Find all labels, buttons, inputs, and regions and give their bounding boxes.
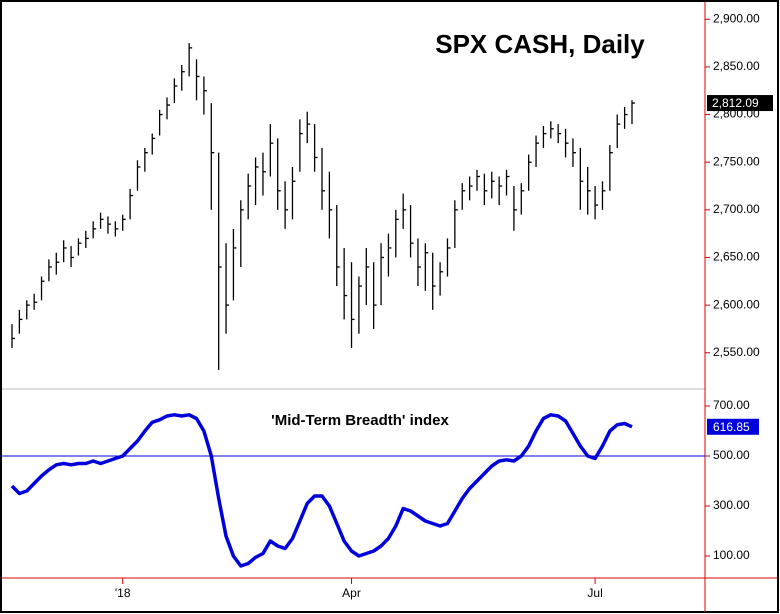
indicator-line	[10, 413, 633, 568]
y-tick-label: 2,900.00	[713, 11, 760, 25]
x-tick-label: Apr	[342, 586, 361, 600]
y-tick-label: 2,550.00	[713, 345, 760, 359]
indicator-title: 'Mid-Term Breadth' index	[271, 412, 449, 429]
y-tick-label: 2,850.00	[713, 59, 760, 73]
x-tick-label: '18	[115, 586, 131, 600]
y-tick-label: 2,650.00	[713, 250, 760, 264]
y-tick-label: 2,600.00	[713, 297, 760, 311]
last-price-label: 2,812.09	[712, 96, 759, 110]
y-tick-label: 700.00	[713, 398, 750, 412]
y-tick-label: 300.00	[713, 498, 750, 512]
last-price-box	[707, 95, 773, 112]
y-tick-label: 500.00	[713, 448, 750, 462]
chart-title: SPX CASH, Daily	[435, 29, 645, 59]
last-value-box	[707, 418, 759, 435]
y-tick-label: 2,750.00	[713, 154, 760, 168]
y-tick-label: 2,700.00	[713, 202, 760, 216]
last-value-label: 616.85	[713, 420, 750, 434]
y-tick-label: 100.00	[713, 548, 750, 562]
x-tick-label: Jul	[587, 586, 602, 600]
